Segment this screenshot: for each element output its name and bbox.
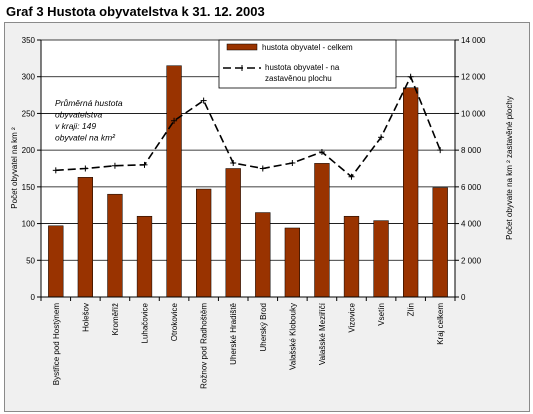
- bar: [343, 215, 360, 298]
- line-point: [289, 159, 296, 166]
- line-point: [230, 159, 237, 166]
- bar: [255, 212, 271, 298]
- bar: [225, 168, 241, 298]
- bar: [314, 163, 330, 298]
- legend-label-line-2: zastavěnou plochu: [265, 74, 332, 83]
- legend-swatch-bar: [226, 43, 258, 51]
- y-tick-label: 200: [22, 146, 36, 155]
- category-label: Rožnov pod Radhoštěm: [200, 303, 209, 389]
- y-tick-label: 250: [22, 109, 36, 118]
- line-point: [378, 134, 385, 141]
- y-tick-label: 150: [22, 183, 36, 192]
- bar: [107, 193, 123, 298]
- note-line: obyvatelstva: [55, 110, 103, 120]
- line-point: [407, 73, 414, 80]
- y-tick-label: 50: [26, 256, 35, 265]
- bar-series: [48, 65, 448, 298]
- chart-title: Graf 3 Hustota obyvatelstva k 31. 12. 20…: [6, 4, 265, 19]
- category-label: Luhačovice: [141, 302, 150, 343]
- line-point: [111, 162, 118, 169]
- legend: hustota obyvatel - celkem hustota obyvate…: [218, 39, 397, 89]
- category-label: Kroměříž: [111, 303, 120, 335]
- line-series: [52, 73, 444, 180]
- bar: [77, 177, 94, 298]
- category-label: Uherský Brod: [259, 303, 268, 351]
- bar: [48, 225, 64, 298]
- category-label: Zlín: [407, 303, 416, 316]
- bar: [136, 215, 153, 298]
- axes: [40, 40, 456, 301]
- line-point: [259, 165, 266, 172]
- line-point: [437, 147, 444, 154]
- left-axis-ticks: 0 50 100 150 200 250 300 350: [22, 36, 41, 302]
- category-label: Vizovice: [348, 302, 357, 332]
- line-point: [348, 173, 355, 180]
- note-line: v kraji: 149: [55, 121, 96, 131]
- line-path: [55, 74, 441, 178]
- legend-label-bar: hustota obyvatel - celkem: [262, 43, 353, 52]
- line-point: [318, 148, 325, 155]
- bar: [284, 227, 301, 298]
- category-label: Kraj celkem: [436, 303, 445, 345]
- y-tick-label: 350: [22, 36, 36, 45]
- line-point: [82, 165, 89, 172]
- category-label: Bystřice pod Hostýnem: [52, 303, 61, 386]
- right-axis-label: Počet obyvate na km ² zastavěné plochy: [505, 96, 514, 240]
- line-point: [141, 161, 148, 168]
- bar: [196, 188, 212, 298]
- category-label: Valašské Klobouky: [288, 303, 297, 370]
- y2-tick-label: 8 000: [461, 146, 482, 155]
- left-axis-label: Počet obyvatel na km ²: [10, 127, 19, 209]
- bar: [166, 65, 182, 298]
- category-labels: Bystřice pod Hostýnem Holešov Kroměříž Luha…: [52, 302, 445, 389]
- bar: [403, 87, 419, 298]
- y2-tick-label: 4 000: [461, 220, 482, 229]
- y2-tick-label: 6 000: [461, 183, 482, 192]
- line-point: [52, 167, 59, 174]
- right-axis-ticks: 0 2 000 4 000 6 000 8 000 10 000 12 000 14 000: [455, 36, 486, 302]
- y2-tick-label: 10 000: [461, 109, 486, 118]
- bar: [373, 220, 389, 298]
- note-line: Průměrná hustota: [55, 98, 123, 108]
- category-label: Uherské Hradiště: [229, 302, 238, 364]
- line-point: [171, 117, 178, 124]
- bar: [432, 187, 448, 298]
- y2-tick-label: 12 000: [461, 73, 486, 82]
- y-tick-label: 100: [22, 220, 36, 229]
- y-tick-label: 0: [31, 293, 36, 302]
- y2-tick-label: 14 000: [461, 36, 486, 45]
- y-tick-label: 300: [22, 73, 36, 82]
- y2-tick-label: 0: [461, 293, 466, 302]
- category-label: Holešov: [81, 303, 90, 332]
- category-label: Otrokovice: [170, 302, 179, 341]
- legend-label-line-1: hustota obyvatel - na: [265, 63, 340, 72]
- category-label: Vsetín: [377, 303, 386, 326]
- category-label: Valašské Meziříčí: [318, 302, 327, 365]
- y2-tick-label: 2 000: [461, 256, 482, 265]
- line-point: [200, 97, 207, 104]
- note-line: obyvatel na km²: [55, 133, 116, 143]
